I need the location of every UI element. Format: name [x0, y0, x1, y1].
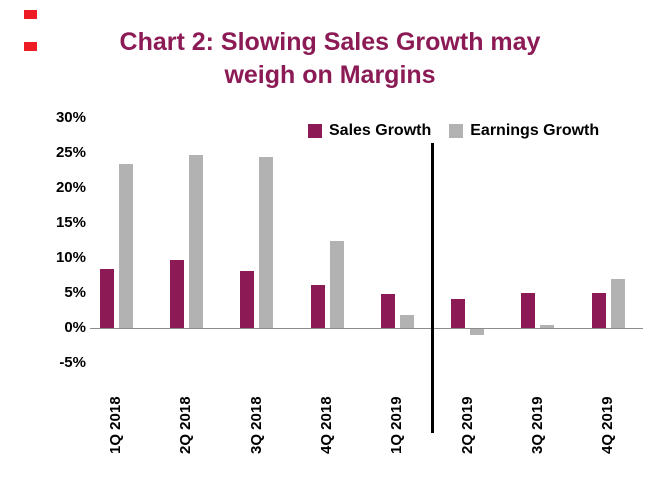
red-mark-icon — [24, 42, 37, 51]
earnings-growth-bar — [188, 155, 203, 328]
earnings-growth-bar — [470, 329, 485, 335]
y-tick-label: 5% — [64, 284, 86, 301]
earnings-growth-bar — [259, 156, 274, 328]
x-axis-label: 3Q 2019 — [528, 396, 546, 454]
earnings-growth-bar — [329, 240, 344, 328]
zero-axis-line — [90, 328, 643, 329]
sales-growth-bar — [591, 293, 606, 328]
x-axis-label: 2Q 2019 — [458, 396, 476, 454]
y-tick-label: 10% — [55, 249, 86, 266]
sales-swatch-icon — [308, 124, 322, 138]
legend: Sales Growth Earnings Growth — [308, 122, 599, 140]
sales-growth-bar — [99, 268, 114, 328]
y-tick-label: 15% — [55, 214, 86, 231]
y-tick-label: 25% — [55, 144, 86, 161]
legend-label-earnings: Earnings Growth — [470, 122, 600, 139]
forecast-divider-line — [431, 143, 434, 433]
sales-growth-bar — [310, 284, 325, 328]
sales-growth-bar — [380, 294, 395, 328]
earnings-growth-bar — [118, 164, 133, 328]
y-tick-label: 30% — [55, 109, 86, 126]
y-tick-label: -5% — [59, 354, 86, 371]
sales-growth-bar — [521, 293, 536, 328]
red-mark-icon — [24, 10, 37, 19]
legend-item-earnings: Earnings Growth — [449, 122, 599, 140]
earnings-swatch-icon — [449, 124, 464, 138]
earnings-growth-bar — [399, 315, 414, 328]
sales-growth-bar — [169, 260, 184, 328]
sales-growth-bar — [451, 298, 466, 328]
y-tick-label: 20% — [55, 179, 86, 196]
x-axis-label: 1Q 2019 — [388, 396, 406, 454]
x-axis-label: 1Q 2018 — [107, 396, 125, 454]
x-axis-label: 3Q 2018 — [247, 396, 265, 454]
earnings-growth-bar — [540, 324, 555, 328]
legend-item-sales: Sales Growth — [308, 122, 431, 140]
x-axis-label: 2Q 2018 — [177, 396, 195, 454]
x-axis-label: 4Q 2018 — [318, 396, 336, 454]
legend-label-sales: Sales Growth — [329, 122, 432, 139]
earnings-growth-bar — [610, 279, 625, 328]
x-axis-label: 4Q 2019 — [599, 396, 617, 454]
y-tick-label: 0% — [64, 319, 86, 336]
chart-title: Chart 2: Slowing Sales Growth may weigh … — [90, 26, 570, 91]
sales-growth-bar — [240, 270, 255, 328]
chart-title-line1: Chart 2: Slowing Sales Growth may — [119, 28, 541, 56]
chart-title-line2: weigh on Margins — [224, 60, 436, 89]
